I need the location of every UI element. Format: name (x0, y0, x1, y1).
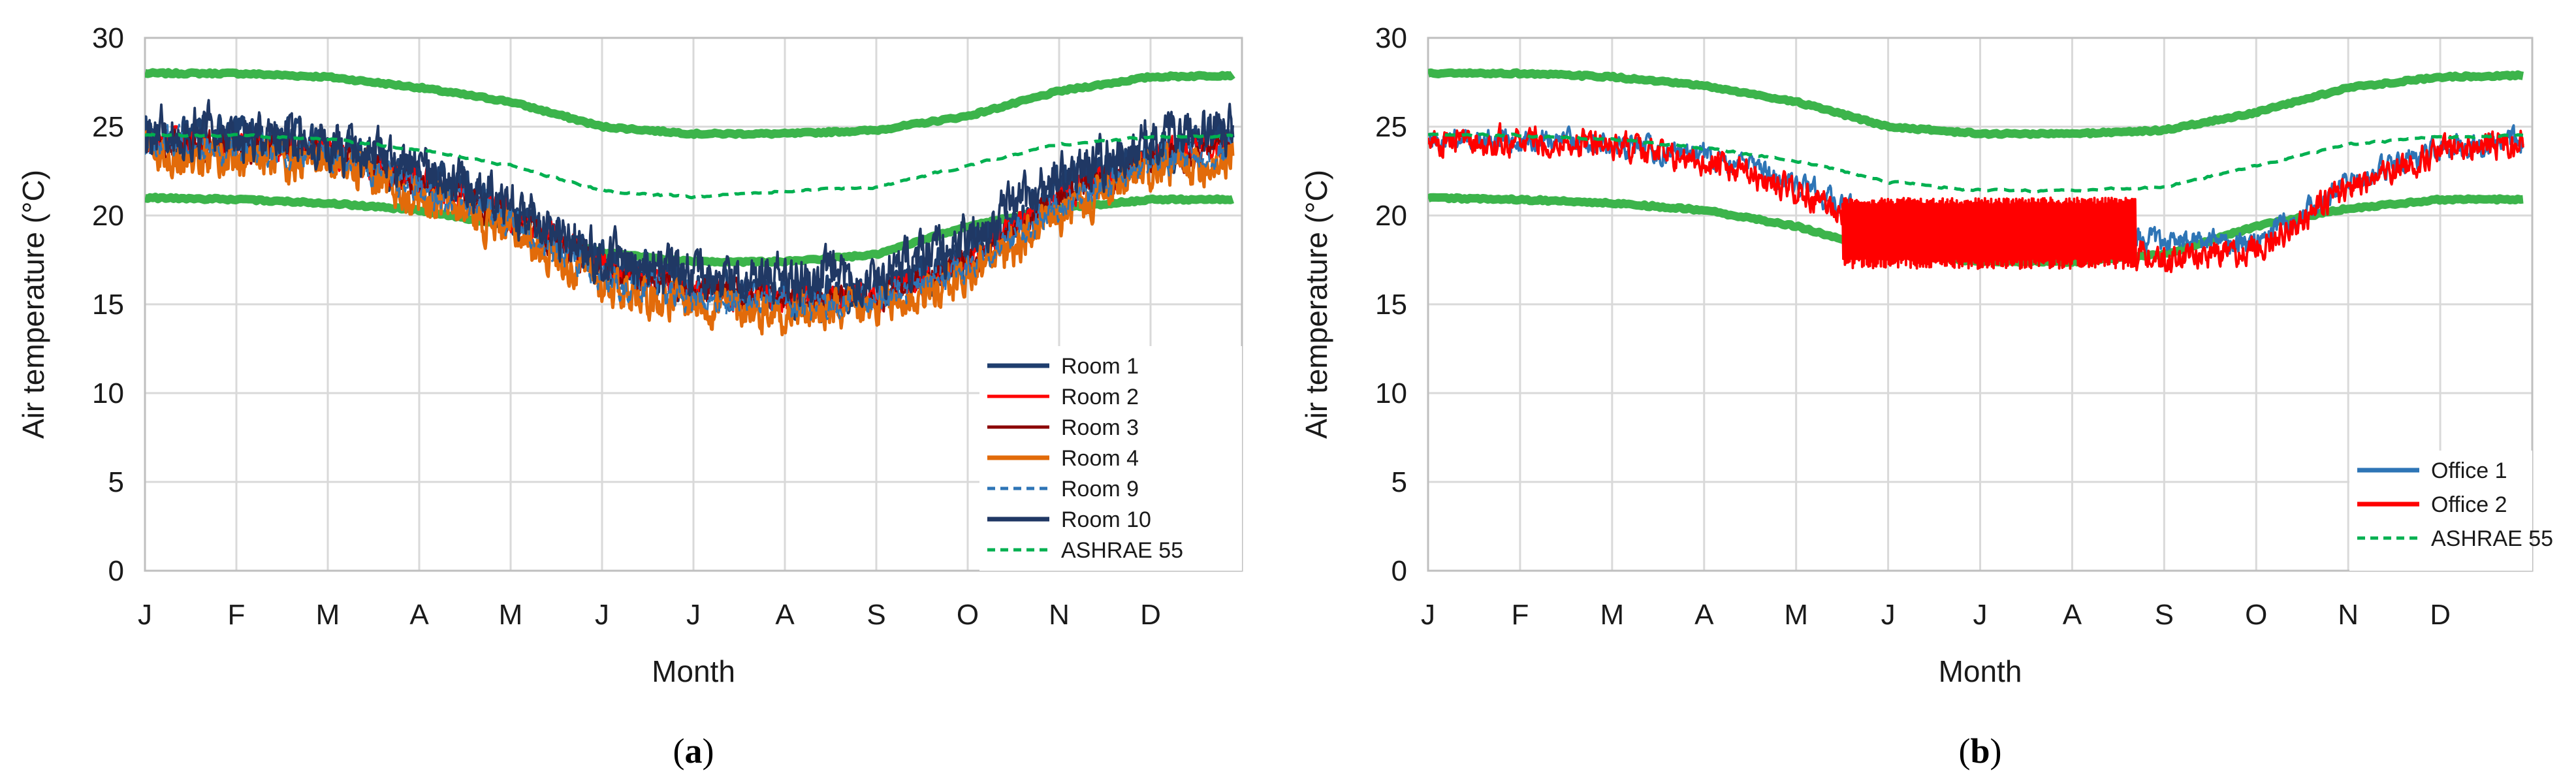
y-tick-label: 25 (1375, 111, 1407, 143)
x-tick-label: F (1511, 599, 1529, 631)
x-axis-title: Month (652, 654, 735, 688)
x-tick-label: S (2155, 599, 2174, 631)
y-axis-title: Air temperature (°C) (16, 170, 50, 439)
panel-letter: a (685, 731, 703, 771)
x-tick-label: A (409, 599, 429, 631)
x-tick-label: N (2338, 599, 2359, 631)
data-layer (1428, 68, 2525, 274)
legend: Office 1 Office 2 ASHRAE 55 (2349, 451, 2553, 571)
legend: Room 1 Room 2 Room 3 Room 4 Room 9 Room 10 ASH… (979, 346, 1242, 571)
y-tick-label: 0 (1391, 555, 1407, 587)
y-tick-label: 15 (1375, 289, 1407, 321)
x-tick-label: J (686, 599, 701, 631)
y-tick-label: 10 (1375, 377, 1407, 409)
series-line (145, 133, 1233, 200)
x-tick-label: M (316, 599, 340, 631)
chart-panel-b: 0 5 10 15 20 25 30 J F M A M J J A S O N D Month Air tempera… (1288, 0, 2576, 781)
panel-caption: (a) (673, 731, 714, 771)
legend-label: Office 1 (2431, 458, 2507, 483)
data-layer (145, 68, 1235, 336)
legend-label: Room 4 (1061, 446, 1139, 471)
chart-b-svg: 0 5 10 15 20 25 30 J F M A M J J A S O N D Month Air tempera… (1299, 22, 2553, 771)
y-axis-title: Air temperature (°C) (1299, 170, 1333, 439)
y-tick-label: 5 (1391, 466, 1407, 498)
y-tick-label: 5 (108, 466, 124, 498)
x-tick-label: J (1973, 599, 1988, 631)
legend-label: Room 2 (1061, 385, 1139, 409)
chart-a-svg: 0 5 10 15 20 25 30 J F M A M J J A S O N D Month Air tempera… (16, 22, 1243, 771)
x-tick-label: J (595, 599, 609, 631)
x-tick-label: M (1784, 599, 1808, 631)
y-tick-label: 20 (92, 200, 124, 232)
y-tick-label: 15 (92, 289, 124, 321)
y-tick-label: 0 (108, 555, 124, 587)
legend-label: Room 9 (1061, 477, 1139, 502)
comfort-limit-line (1428, 68, 2525, 139)
x-tick-label: J (138, 599, 152, 631)
y-tick-label: 25 (92, 111, 124, 143)
x-tick-label: O (2245, 599, 2267, 631)
x-tick-label: J (1421, 599, 1435, 631)
x-tick-label: O (957, 599, 979, 631)
series-line (145, 99, 1234, 308)
legend-label: Room 3 (1061, 415, 1139, 440)
series-line (1428, 132, 2524, 194)
x-tick-label: D (1140, 599, 1161, 631)
panel-letter: b (1970, 731, 1990, 771)
plot-area-border (1427, 37, 2534, 572)
comfort-limit-line (145, 68, 1235, 139)
x-tick-label: J (1881, 599, 1896, 631)
x-tick-label: A (1694, 599, 1714, 631)
legend-label: Office 2 (2431, 492, 2507, 517)
x-axis-title: Month (1939, 654, 2022, 688)
x-tick-label: M (499, 599, 523, 631)
legend-label: ASHRAE 55 (2431, 526, 2553, 551)
series-line (1428, 122, 2524, 274)
plot-area-border (144, 37, 1243, 572)
y-tick-label: 30 (92, 22, 124, 54)
y-tick-label: 10 (92, 377, 124, 409)
legend-label: ASHRAE 55 (1061, 538, 1183, 563)
legend-label: Room 10 (1061, 507, 1151, 532)
x-tick-label: S (867, 599, 885, 631)
x-tick-label: A (2063, 599, 2082, 631)
panel-caption: (b) (1958, 731, 2001, 771)
y-tick-label: 30 (1375, 22, 1407, 54)
x-tick-label: F (228, 599, 246, 631)
x-tick-label: N (1049, 599, 1070, 631)
legend-label: Room 1 (1061, 354, 1139, 379)
x-tick-label: M (1600, 599, 1625, 631)
x-tick-label: D (2430, 599, 2451, 631)
x-tick-label: A (775, 599, 795, 631)
chart-panel-a: 0 5 10 15 20 25 30 J F M A M J J A S O N D Month Air tempera… (16, 22, 1243, 771)
y-tick-label: 20 (1375, 200, 1407, 232)
